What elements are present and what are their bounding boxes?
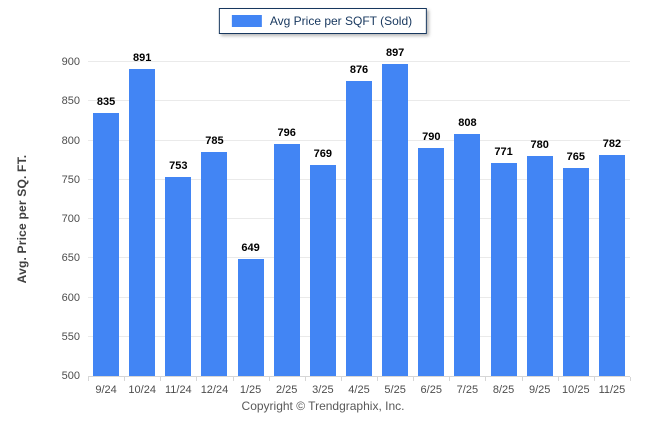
- x-tick-mark-7: [340, 377, 342, 381]
- x-tick-label-11/24: 11/24: [164, 384, 192, 396]
- bar-value-2/25: 796: [277, 126, 296, 139]
- y-tick-label-900: 900: [61, 56, 80, 68]
- x-tick-mark-6: [304, 377, 306, 381]
- x-tick-label-5/25: 5/25: [384, 384, 406, 396]
- bar-12/24: [201, 152, 228, 376]
- x-tick-label-10/24: 10/24: [128, 384, 156, 396]
- x-tick-mark-9: [413, 377, 415, 381]
- bar-value-9/24: 835: [96, 96, 116, 109]
- x-tick-label-11/25: 11/25: [598, 384, 626, 396]
- bar-2/25: [273, 143, 300, 376]
- bar-value-6/25: 790: [422, 131, 441, 144]
- x-tick-label-7/25: 7/25: [456, 384, 479, 396]
- y-tick-label-600: 600: [61, 291, 80, 304]
- y-tick-label-700: 700: [61, 213, 80, 225]
- x-tick-mark-5: [268, 377, 270, 381]
- y-tick-label-800: 800: [61, 134, 80, 147]
- x-tick-label-8/25: 8/25: [492, 384, 515, 396]
- x-tick-label-1/25: 1/25: [239, 384, 262, 396]
- copyright-text: Copyright © Trendgraphix, Inc.: [241, 399, 405, 413]
- y-tick-label-500: 500: [61, 370, 80, 382]
- y-tick-label-550: 550: [61, 330, 80, 343]
- x-tick-label-4/25: 4/25: [348, 384, 370, 396]
- x-tick-mark-12: [521, 377, 523, 381]
- x-tick-mark-11: [485, 377, 487, 381]
- bar-value-3/25: 769: [313, 147, 333, 160]
- bar-value-7/25: 808: [458, 117, 477, 130]
- bar-value-4/25: 876: [349, 63, 369, 76]
- bar-value-11/25: 782: [602, 137, 622, 150]
- bar-value-8/25: 771: [494, 146, 513, 159]
- y-tick-label-850: 850: [61, 95, 80, 108]
- bar-value-10/25: 765: [566, 150, 585, 163]
- x-tick-label-6/25: 6/25: [420, 384, 442, 396]
- bar-9/25: [526, 156, 553, 376]
- x-tick-label-9/24: 9/24: [95, 384, 117, 396]
- bar-1/25: [237, 259, 264, 376]
- legend: Avg Price per SQFT (Sold): [218, 8, 428, 34]
- x-tick-mark-4: [232, 377, 234, 381]
- x-tick-label-3/25: 3/25: [312, 384, 334, 396]
- legend-swatch-icon: [231, 15, 262, 27]
- y-tick-label-750: 750: [61, 173, 80, 186]
- x-tick-mark-15: [630, 377, 631, 381]
- bar-value-9/25: 780: [530, 139, 549, 152]
- bar-4/25: [346, 80, 372, 376]
- plot-area: 835 891 753 785 649 796 769 876 897 790 808 771 780 7…: [88, 47, 630, 377]
- legend-label: Avg Price per SQFT (Sold): [269, 14, 413, 28]
- x-tick-label-12/24: 12/24: [200, 384, 229, 396]
- bar-10/24: [129, 69, 156, 376]
- x-tick-mark-8: [377, 377, 379, 381]
- x-tick-label-2/25: 2/25: [276, 384, 298, 396]
- x-tick-label-10/25: 10/25: [562, 384, 590, 396]
- bar-9/24: [93, 113, 120, 376]
- y-axis-title: Avg. Price per SQ. FT.: [15, 154, 29, 284]
- bar-value-12/24: 785: [205, 135, 224, 148]
- bar-5/25: [382, 64, 409, 376]
- x-tick-label-9/25: 9/25: [528, 384, 551, 396]
- bar-value-5/25: 897: [385, 47, 405, 60]
- bar-value-1/25: 649: [241, 242, 260, 255]
- x-tick-mark-3: [196, 377, 198, 381]
- bar-6/25: [418, 148, 445, 376]
- bar-10/25: [562, 167, 589, 376]
- x-tick-mark-2: [160, 377, 162, 381]
- bar-value-11/24: 753: [169, 160, 188, 173]
- bar-value-10/24: 891: [133, 52, 152, 65]
- y-tick-label-650: 650: [61, 252, 80, 265]
- x-tick-mark-14: [593, 377, 595, 381]
- bar-11/24: [165, 177, 192, 376]
- x-tick-mark-13: [557, 377, 559, 381]
- x-tick-mark-1: [124, 377, 126, 381]
- bar-7/25: [454, 134, 481, 376]
- bar-8/25: [490, 163, 517, 376]
- bar-11/25: [598, 154, 625, 376]
- x-tick-mark-10: [449, 377, 451, 381]
- gridline-900: [88, 61, 630, 62]
- bar-3/25: [309, 164, 336, 376]
- x-tick-mark-0: [88, 377, 89, 381]
